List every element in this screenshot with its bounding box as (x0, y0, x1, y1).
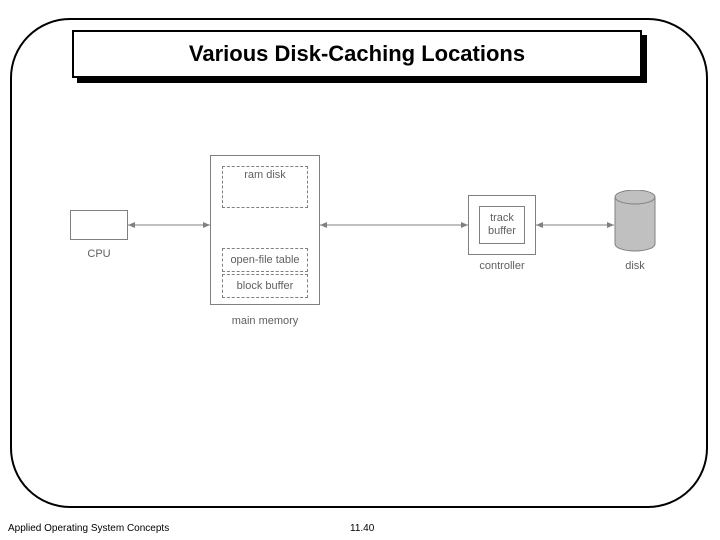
footer-left: Applied Operating System Concepts (8, 523, 169, 534)
footer-center: 11.40 (350, 523, 374, 534)
arrows (0, 0, 720, 540)
